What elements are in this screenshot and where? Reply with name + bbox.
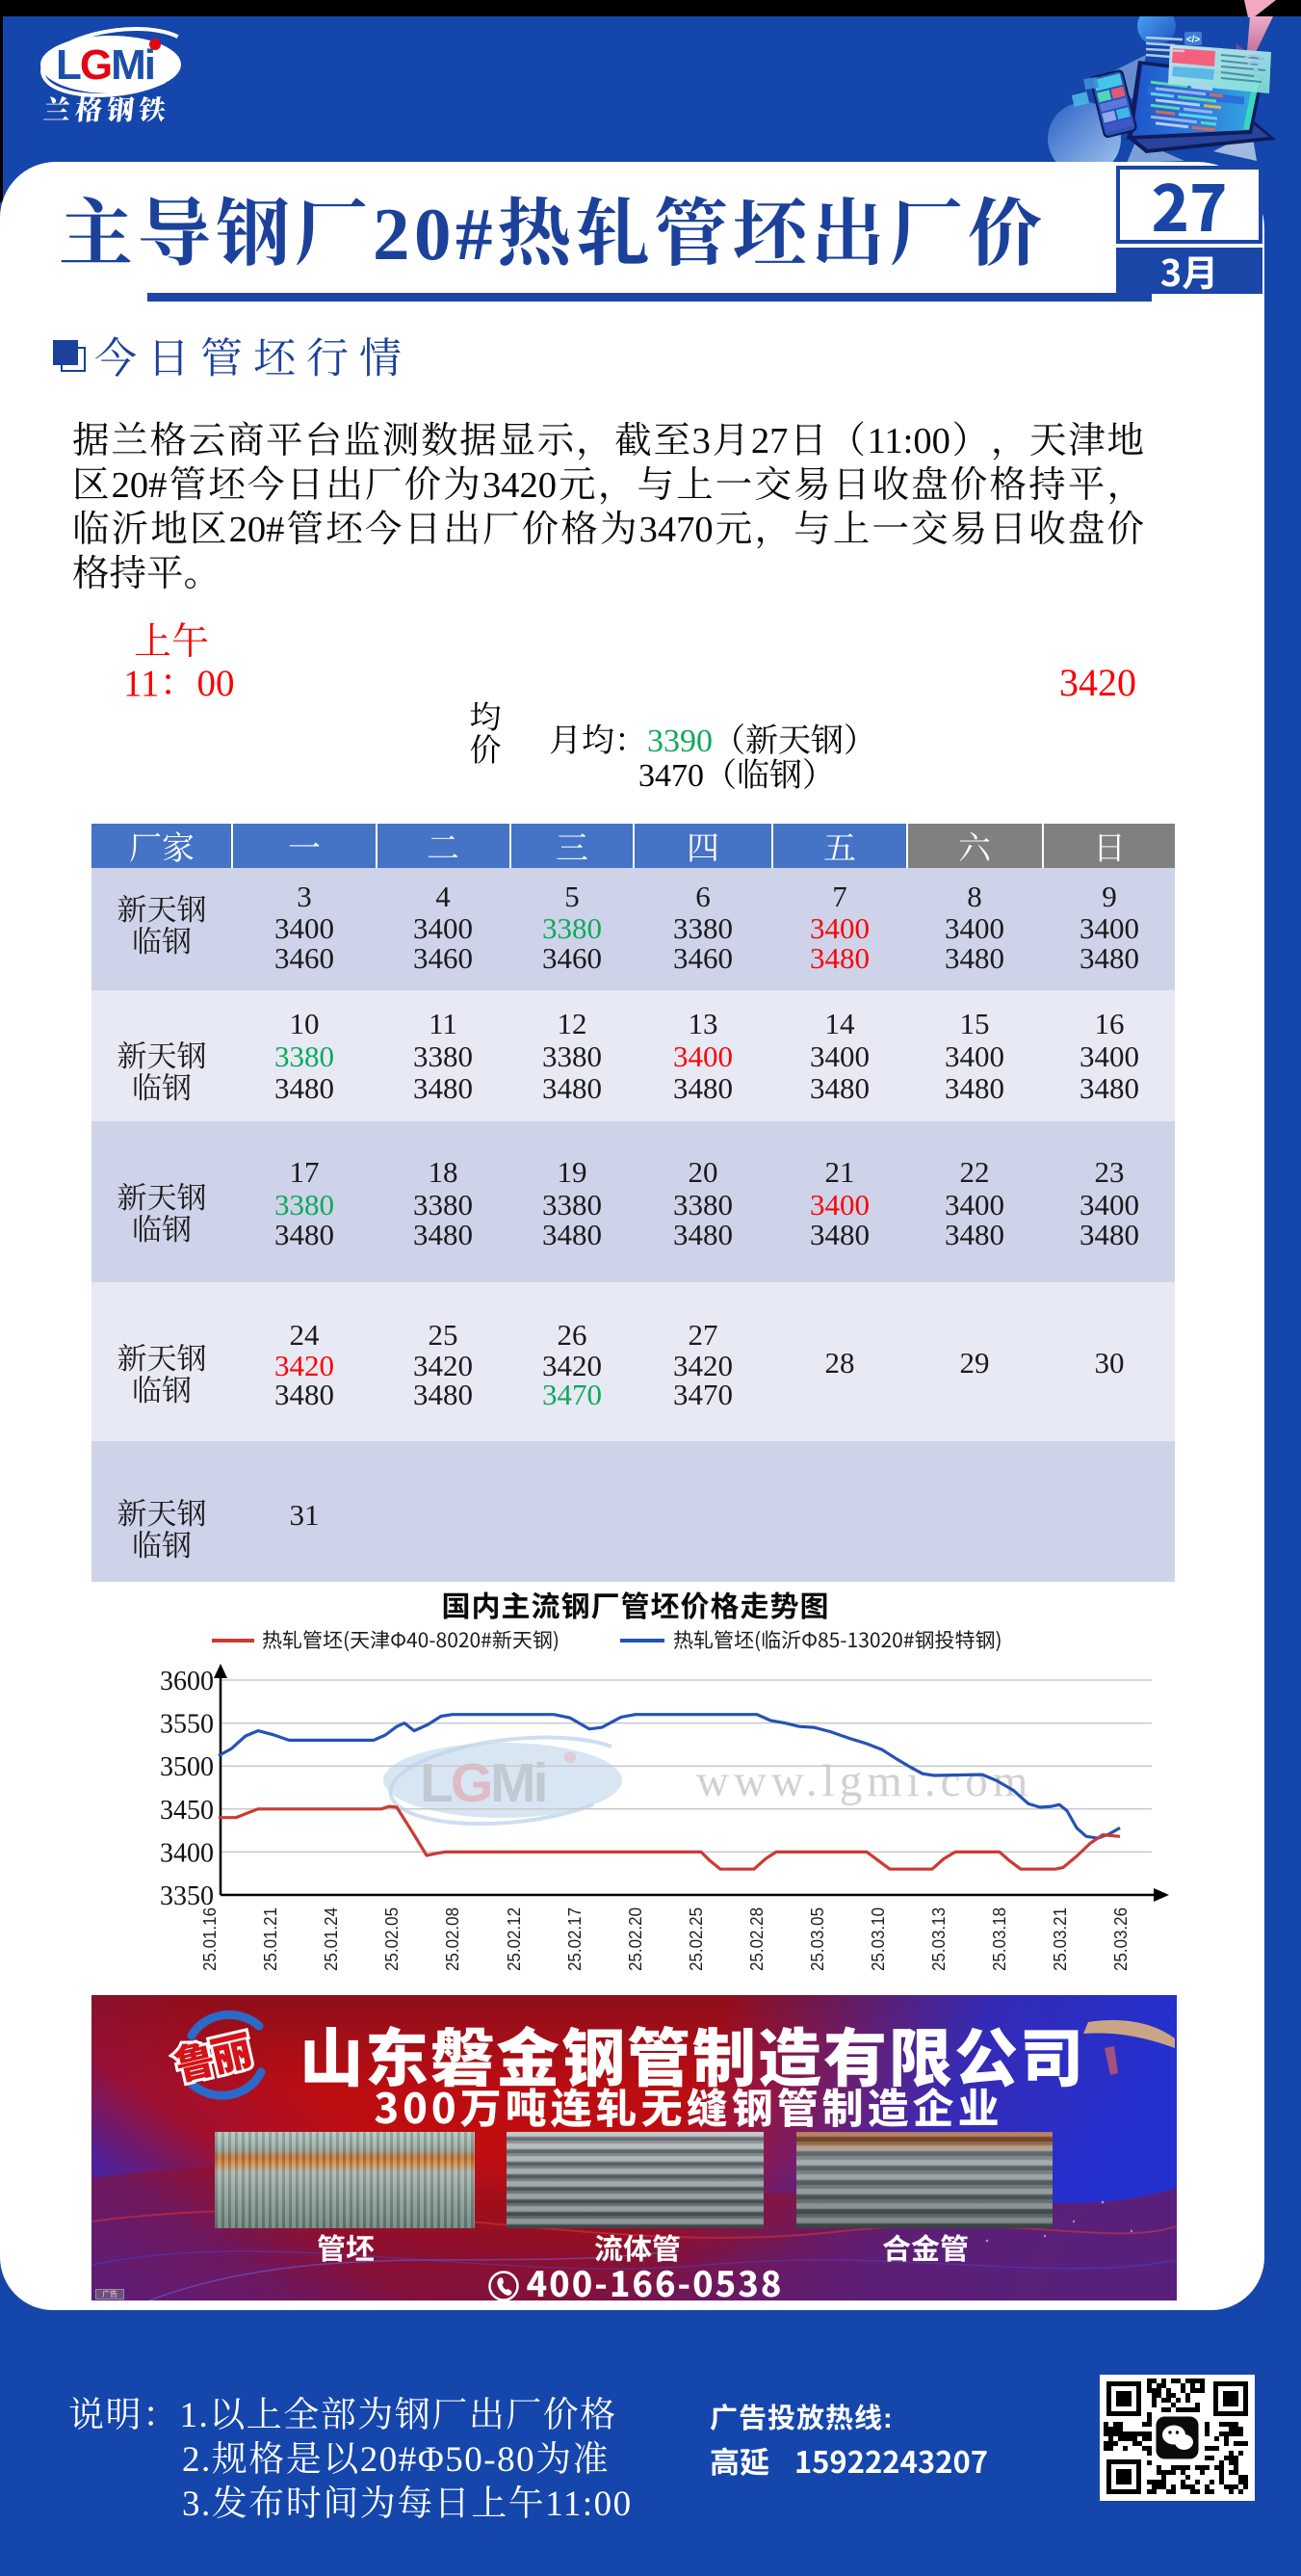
svg-text:25.03.26: 25.03.26 — [1110, 1907, 1131, 1971]
svg-text:热轧管坯(天津Φ40-8020#新天钢): 热轧管坯(天津Φ40-8020#新天钢) — [262, 1628, 559, 1654]
svg-text:兰格钢铁: 兰格钢铁 — [41, 90, 172, 128]
svg-text:LGMi: LGMi — [56, 30, 154, 92]
svg-text:25.02.28: 25.02.28 — [746, 1907, 767, 1971]
svg-text:3500: 3500 — [160, 1752, 214, 1782]
svg-text:25.01.16: 25.01.16 — [199, 1907, 220, 1971]
svg-text:25.02.25: 25.02.25 — [686, 1907, 706, 1971]
svg-text:3350: 3350 — [160, 1881, 214, 1911]
svg-text:25.03.10: 25.03.10 — [868, 1907, 888, 1971]
svg-text:3600: 3600 — [160, 1667, 214, 1696]
svg-text:热轧管坯(临沂Φ85-13020#钢投特钢): 热轧管坯(临沂Φ85-13020#钢投特钢) — [673, 1628, 1002, 1654]
svg-text:3400: 3400 — [160, 1838, 214, 1868]
svg-text:25.01.21: 25.01.21 — [260, 1907, 280, 1971]
svg-text:25.02.20: 25.02.20 — [625, 1907, 645, 1971]
svg-text:3450: 3450 — [160, 1796, 214, 1826]
svg-text:3550: 3550 — [160, 1710, 214, 1740]
svg-text:鲁丽: 鲁丽 — [169, 2018, 256, 2092]
svg-text:25.02.05: 25.02.05 — [381, 1907, 402, 1971]
svg-text:25.03.18: 25.03.18 — [989, 1907, 1009, 1971]
svg-text:25.02.08: 25.02.08 — [442, 1907, 462, 1971]
svg-text:25.03.21: 25.03.21 — [1050, 1907, 1070, 1971]
svg-text:www.lgmi.com: www.lgmi.com — [696, 1756, 1032, 1806]
svg-text:</>: </> — [1186, 35, 1201, 45]
svg-text:25.03.13: 25.03.13 — [928, 1907, 949, 1971]
svg-text:25.01.24: 25.01.24 — [321, 1907, 341, 1971]
svg-text:25.02.17: 25.02.17 — [564, 1907, 585, 1971]
svg-text:25.02.12: 25.02.12 — [504, 1907, 524, 1971]
svg-text:LGMi: LGMi — [420, 1752, 546, 1814]
svg-text:25.03.05: 25.03.05 — [807, 1907, 827, 1971]
